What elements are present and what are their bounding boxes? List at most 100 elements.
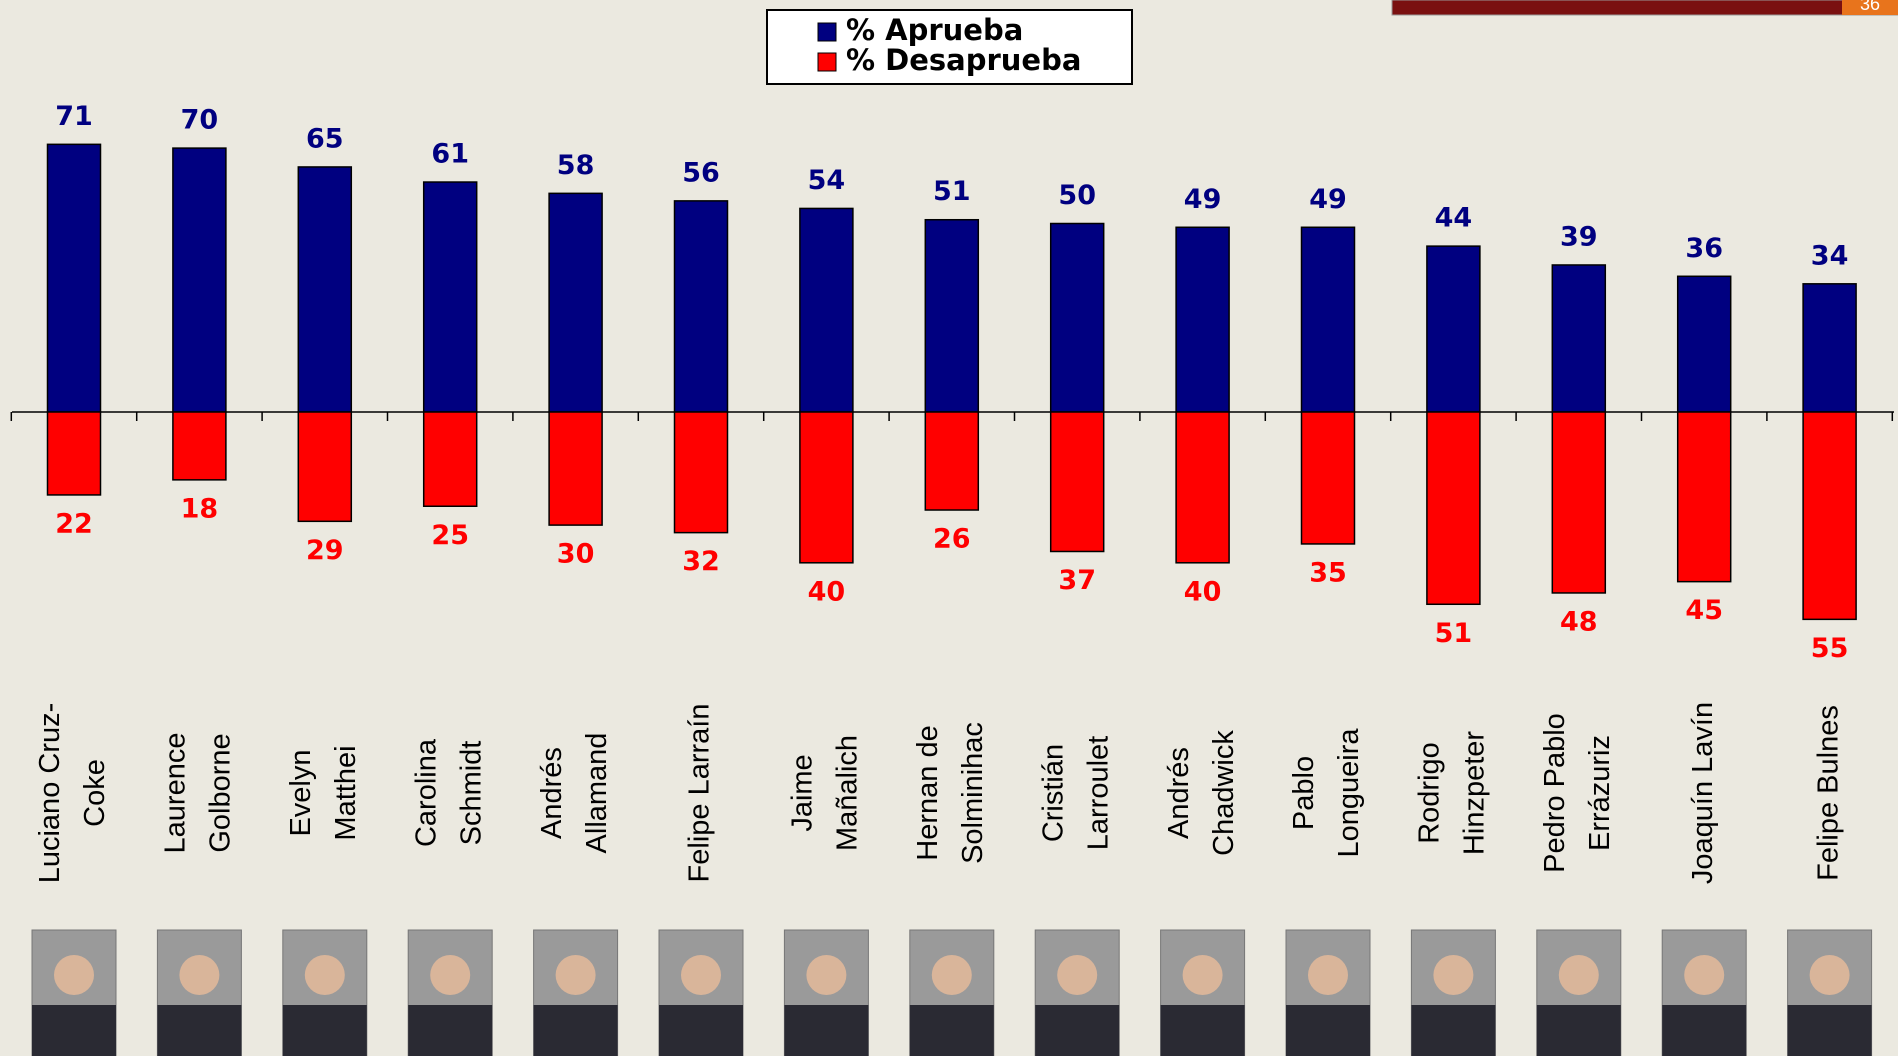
bar xyxy=(1551,264,1607,413)
bar xyxy=(924,218,980,413)
portrait-suit xyxy=(1160,1005,1245,1056)
portrait-suit xyxy=(157,1005,242,1056)
portrait-face xyxy=(1308,955,1348,995)
category-label: Pablo xyxy=(1288,756,1320,830)
value-label: 55 xyxy=(1811,633,1849,664)
bar xyxy=(422,411,478,507)
portrait-suit xyxy=(1411,1005,1496,1056)
portrait-suit xyxy=(32,1005,116,1056)
portrait-face xyxy=(1182,955,1223,995)
value-label: 48 xyxy=(1560,606,1598,637)
bar xyxy=(46,143,102,413)
category-label: Felipe Larraín xyxy=(684,704,716,883)
bar xyxy=(1676,275,1732,413)
portrait-face xyxy=(806,955,847,995)
bar xyxy=(673,200,729,413)
category-label: Schmidt xyxy=(455,741,487,846)
bar xyxy=(1049,411,1105,553)
bar xyxy=(548,192,603,413)
value-label: 29 xyxy=(306,535,344,566)
value-label: 49 xyxy=(1184,184,1222,215)
value-label: 35 xyxy=(1309,557,1347,588)
value-label: 70 xyxy=(181,105,219,136)
value-label: 40 xyxy=(1184,576,1222,607)
value-label: 45 xyxy=(1685,595,1723,626)
category-label: Coke xyxy=(79,759,111,827)
value-label: 32 xyxy=(682,546,720,577)
value-label: 44 xyxy=(1435,203,1473,234)
bar xyxy=(46,411,102,496)
value-label: 18 xyxy=(181,493,219,524)
category-label: Hernan de xyxy=(912,725,944,860)
bar xyxy=(1426,411,1481,606)
bar xyxy=(172,411,227,481)
value-label: 65 xyxy=(306,123,344,154)
portrait-suit xyxy=(533,1005,618,1056)
portrait-suit xyxy=(282,1005,367,1056)
slide-thumbnail xyxy=(1391,0,1898,16)
category-label: Longueira xyxy=(1333,728,1365,858)
bar xyxy=(1300,226,1356,413)
portrait-suit xyxy=(1787,1005,1872,1056)
value-label: 37 xyxy=(1058,565,1096,596)
portrait-suit xyxy=(909,1005,994,1056)
category-label: Solminihac xyxy=(957,722,989,864)
category-label: Matthei xyxy=(330,745,362,840)
portrait-face xyxy=(1809,955,1850,995)
bar xyxy=(1175,226,1230,413)
portrait-suit xyxy=(1662,1005,1747,1056)
portrait-face xyxy=(304,955,345,995)
category-label: Jaime xyxy=(787,754,819,831)
category-label: Errázuriz xyxy=(1584,735,1616,851)
portrait-face xyxy=(681,955,721,995)
value-label: 56 xyxy=(682,157,720,188)
bar xyxy=(1802,411,1857,621)
value-label: 25 xyxy=(431,520,469,551)
portrait-face xyxy=(931,955,972,995)
portrait-face xyxy=(179,955,220,995)
portrait-suit xyxy=(408,1005,493,1056)
legend-label: % Aprueba xyxy=(846,13,1023,47)
bar xyxy=(1175,411,1230,564)
portrait-suit xyxy=(784,1005,869,1056)
portrait-face xyxy=(555,955,596,995)
value-label: 30 xyxy=(557,539,595,570)
category-label: Andrés xyxy=(1163,747,1195,839)
bar xyxy=(1426,245,1481,413)
bar xyxy=(297,411,353,523)
portrait-face xyxy=(1684,955,1725,995)
bar xyxy=(673,411,729,534)
value-label: 34 xyxy=(1811,240,1849,271)
portrait-face xyxy=(54,955,94,995)
category-label: Evelyn xyxy=(285,749,317,836)
category-label: Carolina xyxy=(410,738,442,847)
category-label: Luciano Cruz- xyxy=(34,703,66,884)
legend xyxy=(766,9,1133,85)
slide-number-box xyxy=(1842,0,1898,15)
portrait-face xyxy=(1057,955,1098,995)
bar xyxy=(799,207,854,413)
category-label: Mañalich xyxy=(832,735,864,851)
category-label: Golborne xyxy=(205,733,237,852)
value-label: 58 xyxy=(557,150,595,181)
value-label: 54 xyxy=(808,165,846,196)
legend-swatch xyxy=(817,52,837,72)
legend-swatch xyxy=(817,22,837,42)
bar xyxy=(1676,411,1732,583)
bar xyxy=(1802,283,1857,413)
portrait-suit xyxy=(1286,1005,1370,1056)
value-label: 26 xyxy=(933,524,971,555)
value-label: 40 xyxy=(808,576,846,607)
category-label: Chadwick xyxy=(1208,730,1240,856)
bar xyxy=(1300,411,1356,545)
bar xyxy=(924,411,980,511)
value-label: 51 xyxy=(933,176,971,207)
value-label: 61 xyxy=(431,139,469,170)
bar xyxy=(1049,222,1105,413)
value-label: 49 xyxy=(1309,184,1347,215)
bar xyxy=(548,411,603,526)
bar xyxy=(422,181,478,413)
bar xyxy=(799,411,854,564)
legend-label: % Desaprueba xyxy=(846,43,1081,77)
